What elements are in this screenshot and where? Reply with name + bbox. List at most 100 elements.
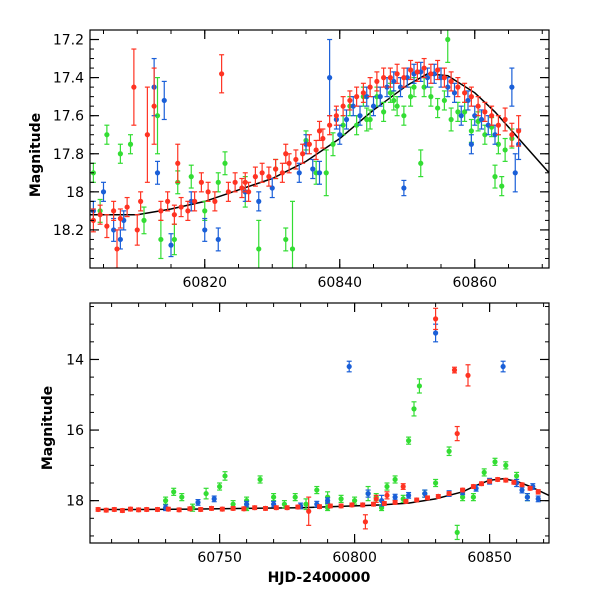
marker bbox=[365, 490, 371, 497]
marker bbox=[387, 75, 393, 81]
marker bbox=[416, 383, 422, 389]
data-point bbox=[225, 181, 231, 202]
data-point bbox=[408, 59, 414, 81]
data-point bbox=[154, 506, 161, 513]
data-point bbox=[381, 500, 387, 507]
marker bbox=[165, 198, 171, 204]
data-point bbox=[468, 134, 474, 155]
data-point bbox=[202, 200, 208, 221]
data-point bbox=[222, 471, 228, 481]
marker bbox=[202, 208, 208, 214]
data-point bbox=[424, 495, 431, 501]
data-point bbox=[360, 502, 366, 508]
marker bbox=[468, 94, 474, 100]
data-point bbox=[433, 478, 439, 488]
data-point bbox=[306, 496, 312, 526]
marker bbox=[246, 189, 252, 195]
data-point bbox=[455, 101, 461, 122]
data-point bbox=[454, 524, 460, 541]
marker bbox=[124, 204, 130, 210]
data-point bbox=[478, 481, 485, 487]
data-point bbox=[119, 507, 125, 514]
marker bbox=[154, 506, 161, 513]
marker bbox=[354, 122, 360, 128]
top-panel: Magnitude 60820 60840 60860 17.2 17.4 17.6 17.… bbox=[28, 29, 550, 291]
marker bbox=[535, 489, 541, 495]
data-point bbox=[114, 229, 120, 268]
data-point bbox=[187, 506, 193, 512]
data-point bbox=[144, 86, 150, 183]
marker bbox=[475, 103, 481, 109]
marker bbox=[352, 498, 358, 504]
marker bbox=[354, 94, 360, 100]
data-point bbox=[340, 96, 346, 117]
data-point bbox=[406, 491, 412, 499]
marker bbox=[340, 122, 346, 128]
marker bbox=[360, 502, 366, 508]
data-point bbox=[392, 493, 398, 501]
data-point bbox=[495, 115, 501, 136]
data-point bbox=[519, 486, 525, 494]
marker bbox=[470, 494, 476, 500]
data-point bbox=[384, 482, 390, 491]
marker bbox=[242, 179, 248, 185]
marker bbox=[492, 174, 498, 180]
data-point bbox=[435, 493, 441, 500]
data-point bbox=[295, 504, 301, 510]
marker bbox=[316, 170, 323, 176]
data-point bbox=[435, 59, 441, 81]
data-point bbox=[158, 219, 164, 260]
data-point bbox=[188, 164, 194, 189]
marker bbox=[364, 116, 370, 123]
marker bbox=[195, 499, 201, 506]
marker bbox=[454, 430, 460, 437]
data-point bbox=[446, 490, 452, 497]
marker bbox=[391, 97, 397, 104]
marker bbox=[104, 223, 110, 229]
data-point bbox=[136, 507, 142, 513]
data-point bbox=[144, 506, 150, 513]
data-point bbox=[535, 489, 541, 495]
marker bbox=[127, 506, 134, 512]
top-x-tick-label: 60860 bbox=[452, 275, 497, 291]
data-point bbox=[178, 196, 184, 218]
data-point bbox=[492, 164, 498, 189]
marker bbox=[411, 84, 417, 90]
data-point bbox=[131, 48, 137, 126]
top-y-tick-label: 18 bbox=[66, 185, 84, 201]
marker bbox=[489, 113, 495, 119]
marker bbox=[454, 529, 460, 536]
marker bbox=[414, 69, 420, 75]
marker bbox=[381, 75, 387, 81]
data-point bbox=[495, 476, 501, 483]
data-point bbox=[362, 514, 368, 530]
marker bbox=[394, 103, 400, 109]
top-x-tick-label: 60840 bbox=[317, 275, 362, 291]
marker bbox=[303, 501, 309, 507]
data-point bbox=[117, 229, 123, 250]
data-point bbox=[333, 105, 339, 126]
data-point bbox=[283, 143, 289, 164]
data-point bbox=[289, 200, 296, 268]
data-point bbox=[370, 96, 377, 117]
data-point bbox=[104, 124, 110, 145]
marker bbox=[478, 116, 485, 123]
data-point bbox=[192, 191, 198, 212]
marker bbox=[269, 185, 275, 191]
marker bbox=[178, 204, 184, 210]
marker bbox=[381, 109, 387, 115]
data-point bbox=[387, 67, 393, 88]
data-point bbox=[509, 67, 515, 107]
data-point bbox=[95, 506, 101, 513]
marker bbox=[219, 506, 225, 512]
marker bbox=[327, 503, 333, 509]
data-point bbox=[141, 206, 147, 235]
marker bbox=[462, 109, 468, 115]
marker bbox=[451, 90, 458, 96]
marker bbox=[346, 363, 352, 370]
top-model-curve bbox=[90, 73, 549, 216]
data-point bbox=[424, 67, 431, 88]
data-point bbox=[524, 492, 531, 502]
marker bbox=[111, 227, 117, 233]
data-point bbox=[411, 63, 417, 84]
